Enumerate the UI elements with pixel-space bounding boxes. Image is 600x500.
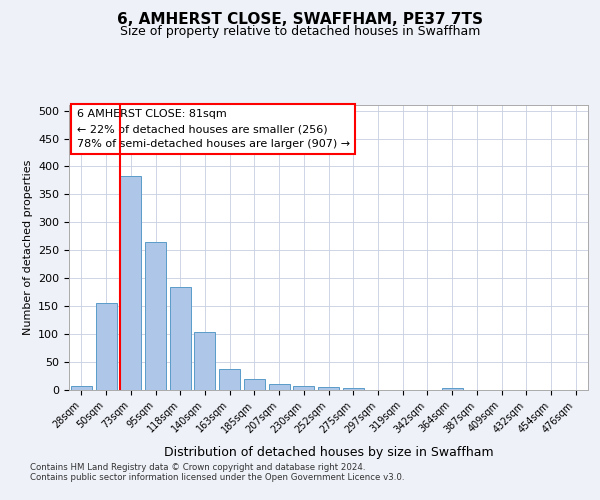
Bar [219, 370, 240, 390]
Bar [343, 388, 364, 390]
Bar [269, 384, 290, 390]
Bar [194, 332, 215, 390]
Bar [170, 286, 191, 390]
X-axis label: Distribution of detached houses by size in Swaffham: Distribution of detached houses by size … [164, 446, 493, 459]
Bar [442, 388, 463, 390]
Bar [120, 176, 141, 390]
Bar [145, 242, 166, 390]
Text: Contains public sector information licensed under the Open Government Licence v3: Contains public sector information licen… [30, 472, 404, 482]
Text: 6 AMHERST CLOSE: 81sqm
← 22% of detached houses are smaller (256)
78% of semi-de: 6 AMHERST CLOSE: 81sqm ← 22% of detached… [77, 110, 350, 149]
Bar [244, 379, 265, 390]
Bar [95, 304, 116, 390]
Text: Size of property relative to detached houses in Swaffham: Size of property relative to detached ho… [120, 25, 480, 38]
Bar [293, 386, 314, 390]
Text: Contains HM Land Registry data © Crown copyright and database right 2024.: Contains HM Land Registry data © Crown c… [30, 462, 365, 471]
Text: 6, AMHERST CLOSE, SWAFFHAM, PE37 7TS: 6, AMHERST CLOSE, SWAFFHAM, PE37 7TS [117, 12, 483, 28]
Y-axis label: Number of detached properties: Number of detached properties [23, 160, 32, 335]
Bar [318, 386, 339, 390]
Bar [71, 386, 92, 390]
